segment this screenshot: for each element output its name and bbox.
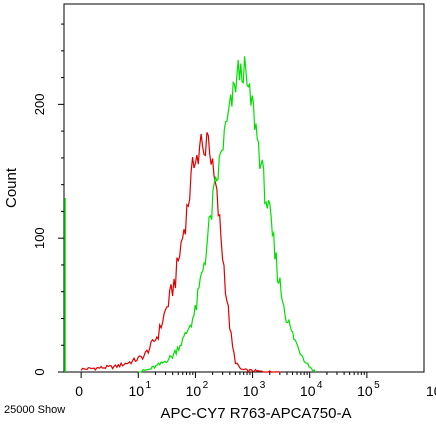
y-axis-label: Count [3, 167, 20, 208]
events-shown-label: 25000 Show [4, 404, 66, 416]
x-tick-exponent: 5 [374, 380, 380, 391]
x-tick-exponent: 2 [203, 380, 209, 391]
y-tick-label: 0 [32, 368, 47, 375]
x-tick-label-clipped: 10 [426, 383, 436, 399]
label-layer: 0100200Count010110210310410510APC-CY7 R7… [3, 94, 436, 422]
x-tick-exponent: 1 [146, 380, 152, 391]
x-tick-label: 10 [300, 383, 316, 399]
y-tick-label: 200 [32, 94, 47, 116]
x-tick-label: 10 [243, 383, 259, 399]
series-layer [64, 56, 316, 374]
histogram-series-2 [138, 56, 316, 373]
y-tick-label: 100 [32, 227, 47, 249]
axes-layer [58, 3, 425, 378]
x-tick-exponent: 3 [260, 380, 266, 391]
x-axis-label: APC-CY7 R763-APCA750-A [161, 405, 352, 422]
x-tick-exponent: 4 [317, 380, 323, 391]
x-tick-label: 0 [75, 383, 83, 399]
x-tick-label: 10 [186, 383, 202, 399]
histogram-series-1 [80, 132, 282, 374]
x-tick-label: 10 [128, 383, 144, 399]
x-tick-label: 10 [357, 383, 373, 399]
